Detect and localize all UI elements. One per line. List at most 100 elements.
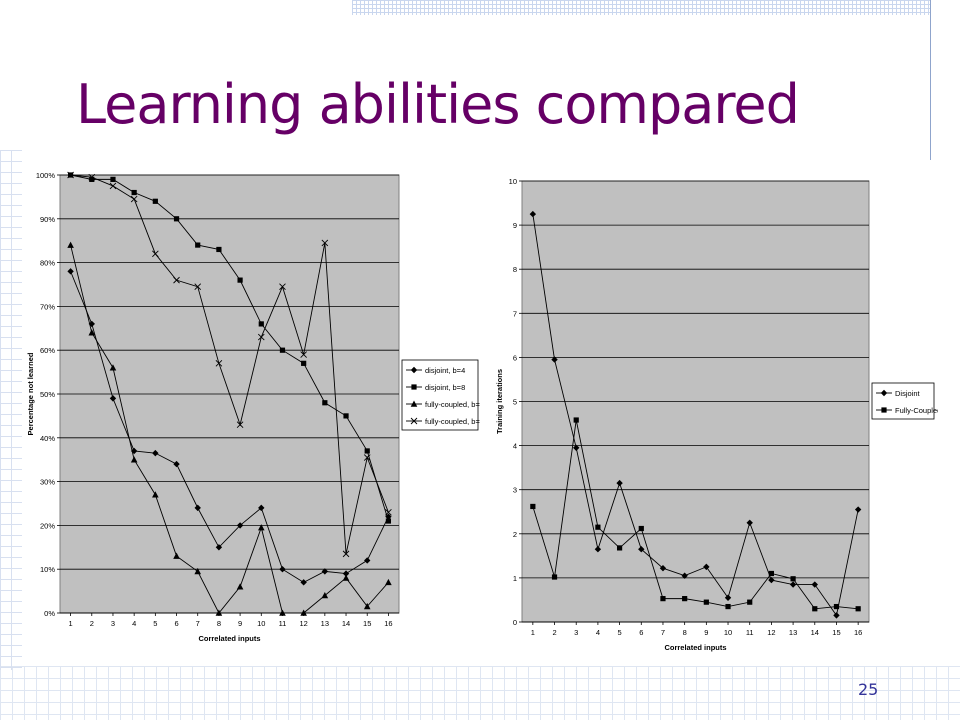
data-point <box>638 546 645 553</box>
data-point <box>279 609 286 616</box>
y-axis-label: Percentage not learned <box>26 352 35 435</box>
x-axis-label: Correlated inputs <box>664 643 726 652</box>
data-point <box>703 599 709 605</box>
series-4 <box>67 171 392 558</box>
data-point <box>681 572 688 579</box>
legend-label: fully-coupled, b=4 <box>425 400 480 409</box>
legend-entry: Disjoint <box>876 389 921 398</box>
side-grid-pattern <box>0 150 22 670</box>
data-point <box>725 603 731 610</box>
data-point <box>659 564 667 572</box>
legend-label: Disjoint <box>895 389 921 398</box>
series-line <box>70 174 389 522</box>
y-tick-label: 20% <box>40 521 55 530</box>
series-line <box>532 214 859 617</box>
data-point <box>89 176 95 182</box>
y-tick-label: 4 <box>513 442 517 451</box>
data-point <box>385 518 392 524</box>
data-point <box>194 567 202 575</box>
y-tick-label: 2 <box>513 530 517 539</box>
x-tick-label: 15 <box>832 628 840 637</box>
data-point <box>215 360 223 367</box>
x-tick-label: 14 <box>811 628 819 637</box>
x-tick-label: 12 <box>767 628 775 637</box>
series-line <box>70 244 389 614</box>
data-point <box>322 400 328 406</box>
data-point <box>812 606 818 612</box>
data-point <box>385 508 392 516</box>
x-tick-label: 3 <box>574 628 578 637</box>
data-point <box>343 413 349 419</box>
x-tick-label: 14 <box>342 619 350 628</box>
legend-label: disjoint, b=4 <box>425 366 465 375</box>
data-point <box>703 563 710 571</box>
top-grid-pattern <box>352 0 930 15</box>
x-tick-label: 11 <box>279 619 287 628</box>
data-point <box>152 491 159 498</box>
data-point <box>194 283 202 291</box>
legend-marker <box>410 400 418 407</box>
data-point <box>173 552 180 559</box>
x-tick-label: 2 <box>552 628 556 637</box>
legend-entry: Fully-Coupled <box>876 406 938 415</box>
data-point <box>594 546 602 553</box>
data-point <box>682 596 688 602</box>
data-point <box>109 395 117 402</box>
x-tick-label: 16 <box>854 628 862 637</box>
y-tick-label: 50% <box>40 390 55 399</box>
y-tick-label: 30% <box>40 478 55 487</box>
data-point <box>342 574 350 581</box>
x-tick-label: 10 <box>257 619 265 628</box>
chart-right-container: 0 1 2 3 4 5 6 7 8 9 10 1 2 3 4 5 6 7 8 9 10 11 12 13 14 15 16 Corre… <box>492 168 938 666</box>
x-tick-label: 4 <box>132 619 136 628</box>
series-3 <box>67 241 392 616</box>
x-tick-label: 5 <box>153 619 157 628</box>
data-point <box>152 449 159 457</box>
data-point <box>551 356 558 363</box>
legend-marker <box>880 389 888 397</box>
data-point <box>301 360 307 366</box>
data-point <box>364 448 370 454</box>
page-number: 25 <box>858 680 879 699</box>
legend-marker <box>411 384 417 390</box>
legend-label: Fully-Coupled <box>895 406 938 415</box>
y-tick-label: 6 <box>513 353 517 362</box>
x-tick-label: 4 <box>596 628 600 637</box>
y-tick-label: 1 <box>513 574 517 583</box>
data-point <box>660 596 666 602</box>
data-point <box>746 519 753 526</box>
legend-label: disjoint, b=8 <box>425 383 465 392</box>
data-point <box>236 583 244 590</box>
data-point <box>67 241 74 248</box>
y-tick-label: 0 <box>513 618 517 627</box>
data-point <box>215 609 223 616</box>
slide-title: Learning abilities compared <box>76 73 800 136</box>
data-point <box>768 576 775 584</box>
x-tick-label: 6 <box>639 628 643 637</box>
x-tick-label: 13 <box>321 619 329 628</box>
data-point <box>811 581 818 588</box>
data-point <box>236 421 244 428</box>
bottom-grid-pattern <box>0 666 960 720</box>
y-tick-label: 7 <box>513 309 517 318</box>
data-point <box>173 460 180 468</box>
x-tick-label: 1 <box>531 628 535 637</box>
x-tick-label: 16 <box>384 619 392 628</box>
legend-label: fully-coupled, b=8 <box>425 417 480 426</box>
data-point <box>131 189 137 196</box>
data-point <box>279 347 286 353</box>
data-point <box>747 599 753 605</box>
decorative-vertical-line <box>930 0 931 160</box>
y-tick-label: 10 <box>509 177 517 186</box>
data-point <box>67 171 74 179</box>
legend-entry: disjoint, b=4 <box>406 366 465 375</box>
data-point <box>88 329 96 336</box>
data-point <box>724 594 732 601</box>
y-tick-label: 60% <box>40 346 55 355</box>
y-tick-label: 3 <box>513 486 517 495</box>
series-2 <box>67 172 392 524</box>
legend-marker <box>410 417 418 425</box>
y-axis-label: Training iterations <box>495 369 504 434</box>
legend-marker <box>881 407 887 413</box>
